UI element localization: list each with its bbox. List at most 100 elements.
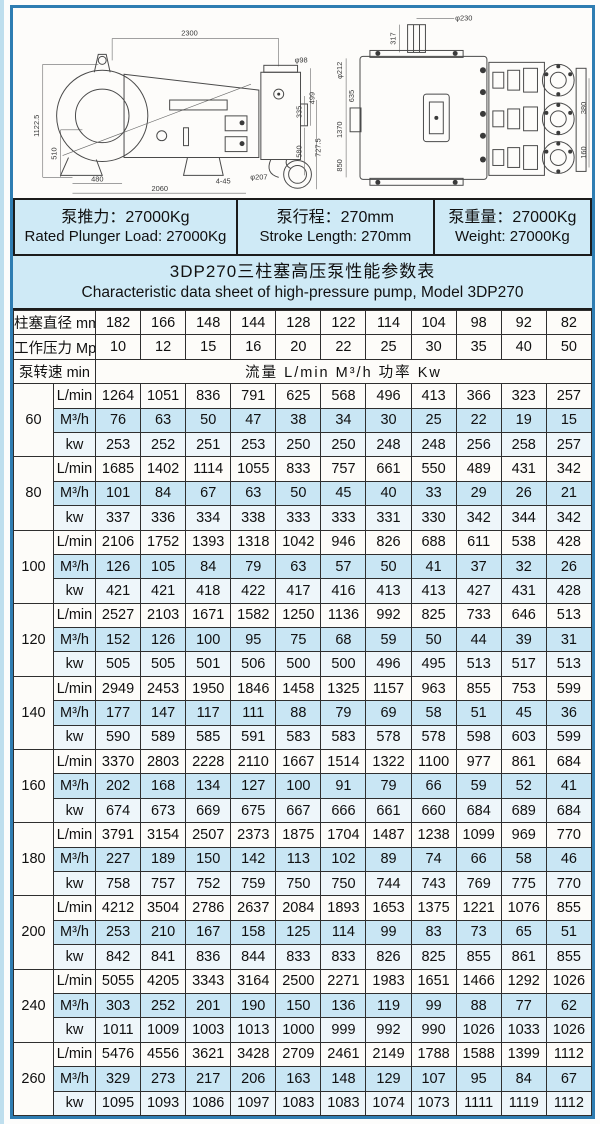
spec-weight: 泵重量：27000Kg Weight: 27000Kg [432,198,592,256]
value-240-lmin-1: 4205 [140,968,187,994]
flow-power-banner: 流量 L/min M³/h 功率 Kw [95,358,592,385]
value-180-kw-6: 744 [365,870,412,897]
value-240-lmin-7: 1651 [410,968,457,994]
value-140-m3h-4: 88 [275,700,322,726]
unit-cell-200-m3h: M³/h [53,919,96,946]
dim-pipe-dia: φ207 [250,172,267,181]
value-140-m3h-8: 51 [455,700,502,726]
value-120-lmin-3: 1582 [230,602,277,629]
value-140-m3h-2: 117 [185,700,232,726]
unit-cell-140-lmin: L/min [53,675,96,702]
plunger-diameter-value-8: 98 [455,309,502,336]
value-160-m3h-4: 100 [275,773,322,799]
sheet-title-cn: 3DP270三柱塞高压泵性能参数表 [169,261,436,281]
value-80-kw-7: 330 [410,505,457,531]
value-100-lmin-9: 538 [500,529,547,555]
value-80-m3h-0: 101 [94,480,142,507]
value-160-lmin-10: 684 [545,749,593,775]
value-140-kw-4: 583 [275,724,322,751]
value-120-m3h-7: 50 [410,627,457,653]
value-260-m3h-3: 206 [230,1066,277,1092]
value-100-kw-7: 413 [410,578,457,604]
data-row-100-m3h: M³/h 126 105 84 79 63 57 50 41 37 32 26 [14,553,593,580]
value-60-lmin-9: 323 [500,383,547,409]
value-240-lmin-9: 1292 [500,968,547,994]
value-60-m3h-9: 19 [500,407,547,433]
value-260-kw-0: 1095 [94,1090,142,1116]
value-180-m3h-5: 102 [320,846,367,872]
spec-plunger-load-en: Rated Plunger Load: 27000Kg [24,227,227,245]
value-60-lmin-7: 413 [410,383,457,409]
unit-cell-200-lmin: L/min [53,895,96,921]
value-100-lmin-7: 688 [410,529,457,555]
dim-base-height: 510 [50,147,59,159]
value-120-lmin-9: 646 [500,602,547,629]
dim-topview-dleft: φ212 [335,62,344,79]
value-260-m3h-2: 217 [185,1066,232,1092]
spec-stroke-length-cn: 泵行程：270mm [276,208,395,226]
value-80-lmin-8: 489 [455,456,502,482]
value-60-kw-3: 253 [230,431,277,458]
value-140-lmin-5: 1325 [320,675,367,702]
value-80-m3h-3: 63 [230,480,277,507]
value-180-lmin-4: 1875 [275,822,322,848]
value-200-lmin-2: 2786 [185,895,232,921]
spec-plunger-load-cn: 泵推力：27000Kg [61,208,190,226]
value-140-lmin-8: 855 [455,675,502,702]
value-160-kw-5: 666 [320,797,367,824]
value-60-lmin-2: 836 [185,383,232,409]
value-240-kw-1: 1009 [140,1017,187,1043]
performance-table-wrap: 柱塞直径 mm 182 166 148 144 128 122 114 104 98 92 82 工作压… [13,309,593,1117]
plunger-diameter-value-10: 82 [545,309,593,336]
value-100-lmin-3: 1318 [230,529,277,555]
dim-h1: 499 [307,92,316,104]
data-row-100-lmin: 100 L/min 2106 1752 1393 1318 1042 946 826 688 611… [13,529,593,604]
value-80-lmin-6: 661 [365,456,412,482]
value-100-m3h-7: 41 [410,553,457,580]
value-180-kw-3: 759 [230,870,277,897]
dim-topview-w1: 635 [347,90,356,102]
value-60-lmin-0: 1264 [94,383,142,409]
value-160-m3h-3: 127 [230,773,277,799]
plunger-diameter-value-4: 128 [275,309,322,336]
value-200-m3h-6: 99 [365,919,412,946]
value-100-lmin-5: 946 [320,529,367,555]
value-120-kw-5: 500 [320,651,367,677]
unit-cell-80-kw: kw [53,505,96,531]
value-160-kw-0: 674 [94,797,142,824]
data-row-200-m3h: M³/h 253 210 167 158 125 114 99 83 73 65 51 [14,919,593,946]
value-120-lmin-4: 1250 [275,602,322,629]
value-260-kw-9: 1119 [500,1090,547,1116]
value-180-kw-10: 770 [545,870,593,897]
technical-drawing: 2300 1122.5 510 [13,8,592,198]
value-120-lmin-2: 1671 [185,602,232,629]
value-60-lmin-10: 257 [545,383,593,409]
value-200-lmin-10: 855 [545,895,593,921]
value-180-lmin-5: 1704 [320,822,367,848]
value-120-kw-1: 505 [140,651,187,677]
value-60-m3h-7: 25 [410,407,457,433]
value-120-m3h-10: 31 [545,627,593,653]
rpm-cell-60: 60 [13,383,54,458]
value-180-lmin-1: 3154 [140,822,187,848]
value-180-kw-1: 757 [140,870,187,897]
unit-cell-100-kw: kw [53,578,96,604]
value-200-m3h-4: 125 [275,919,322,946]
working-pressure-value-8: 35 [455,334,502,360]
value-120-kw-2: 501 [185,651,232,677]
value-60-lmin-1: 1051 [140,383,187,409]
value-60-m3h-6: 30 [365,407,412,433]
value-140-kw-1: 589 [140,724,187,751]
value-120-lmin-1: 2103 [140,602,187,629]
value-160-lmin-2: 2228 [185,749,232,775]
value-140-kw-10: 599 [545,724,593,751]
value-100-m3h-0: 126 [94,553,142,580]
data-row-260-kw: kw 1095 1093 1086 1097 1083 1083 1074 1073 1111 11… [14,1090,593,1116]
working-pressure-value-9: 40 [500,334,547,360]
value-240-lmin-8: 1466 [455,968,502,994]
value-240-lmin-4: 2500 [275,968,322,994]
value-140-lmin-6: 1157 [365,675,412,702]
dim-total-height: 1122.5 [32,115,41,137]
value-200-m3h-9: 65 [500,919,547,946]
value-120-m3h-0: 152 [94,627,142,653]
